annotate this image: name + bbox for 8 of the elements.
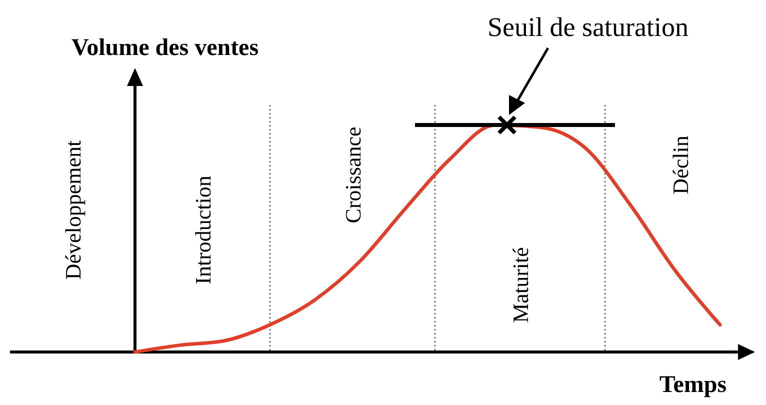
annotation: Introduction (190, 176, 216, 284)
annotation: Déclin (668, 136, 693, 194)
x-axis-title: Temps (659, 372, 727, 398)
ref-line-label: Seuil de saturation (488, 12, 689, 42)
annotation: Maturité (508, 247, 533, 323)
annotation: Croissance (340, 126, 366, 224)
y-axis-title: Volume des ventes (71, 35, 259, 61)
text: Développement (60, 140, 86, 280)
